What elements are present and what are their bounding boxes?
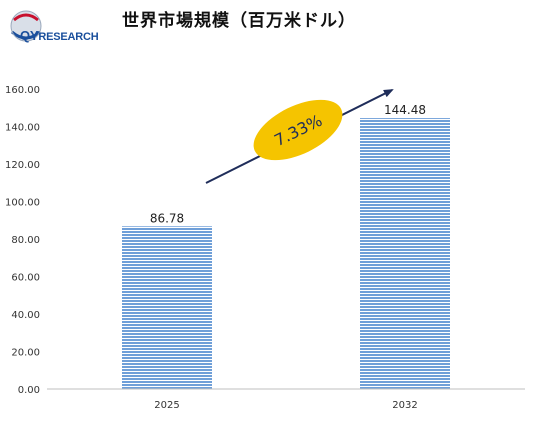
x-tick-label: 2032 <box>392 400 417 411</box>
y-tick-label: 140.00 <box>5 123 40 134</box>
x-tick-label: 2025 <box>154 400 179 411</box>
cagr-annotation: 7.33% <box>205 89 394 184</box>
y-axis: 0.00 20.00 40.00 60.00 80.00 100.00 120.00 140.… <box>5 85 40 396</box>
y-tick-label: 0.00 <box>18 385 40 396</box>
y-tick-label: 100.00 <box>5 198 40 209</box>
cagr-ellipse <box>253 99 343 161</box>
bar-2025 <box>122 226 212 389</box>
bar-value-label: 86.78 <box>150 211 184 225</box>
bar-value-label: 144.48 <box>384 103 426 117</box>
chart-title: 世界市場規模（百万米ドル） <box>122 11 356 31</box>
qyresearch-logo: QYRESEARCH <box>6 6 116 52</box>
globe-icon <box>10 10 42 42</box>
x-axis: 2025 2032 <box>154 400 417 411</box>
logo-text: QYRESEARCH <box>20 28 99 43</box>
bars: 86.78 144.48 <box>122 103 450 389</box>
bar-2032 <box>360 118 450 389</box>
y-tick-label: 40.00 <box>11 310 40 321</box>
y-tick-label: 60.00 <box>11 273 40 284</box>
y-tick-label: 80.00 <box>11 235 40 246</box>
y-tick-label: 20.00 <box>11 348 40 359</box>
y-tick-label: 160.00 <box>5 85 40 96</box>
y-tick-label: 120.00 <box>5 160 40 171</box>
